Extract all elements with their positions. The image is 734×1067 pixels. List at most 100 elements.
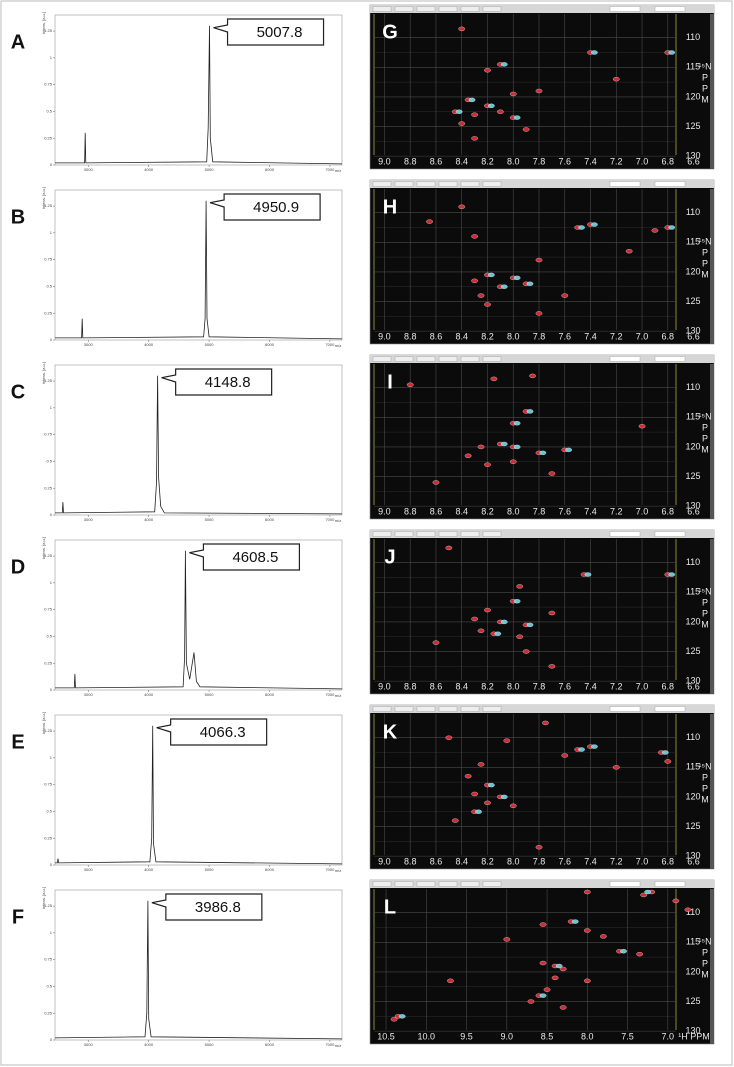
peak xyxy=(644,889,652,895)
panel-letter: G xyxy=(382,21,398,43)
x-tick-label: 8.0 xyxy=(507,506,520,516)
x-axis-label: ¹H PPM xyxy=(678,1031,710,1041)
toolbar-button xyxy=(438,706,458,712)
toolbar-field xyxy=(609,6,641,12)
plot-frame xyxy=(54,539,343,691)
peak xyxy=(548,664,556,669)
peak xyxy=(432,480,440,485)
x-tick-label: 5000 xyxy=(205,692,215,697)
peak xyxy=(600,934,607,939)
nmr-panel xyxy=(369,4,715,170)
peak xyxy=(494,631,502,636)
y-tick-label: 0 xyxy=(50,162,53,167)
y-tick-label: 120 xyxy=(685,966,700,976)
y-tick-label: 0.25 xyxy=(44,310,53,315)
x-tick-label: 7.2 xyxy=(610,506,623,516)
toolbar-button xyxy=(394,356,414,362)
x-tick-label: 8.0 xyxy=(507,331,520,341)
y-tick-label: 120 xyxy=(685,441,700,451)
peak xyxy=(477,444,485,450)
x-tick-label: 10.0 xyxy=(418,1031,436,1041)
peak xyxy=(500,62,508,67)
peak xyxy=(513,275,521,280)
x-tick-label: 5000 xyxy=(205,167,215,172)
peak xyxy=(497,109,504,114)
x-tick-label: 8.8 xyxy=(404,156,417,166)
scroll-bar xyxy=(710,189,714,344)
toolbar-button xyxy=(482,6,502,12)
x-tick-label: 3000 xyxy=(84,867,94,872)
x-tick-label: 8.8 xyxy=(404,331,417,341)
x-tick-label: 3000 xyxy=(84,167,94,172)
toolbar xyxy=(370,355,714,363)
nmr-panel xyxy=(369,704,715,870)
x-tick-label: 7.6 xyxy=(559,506,572,516)
toolbar-button xyxy=(416,881,436,887)
peak xyxy=(543,987,551,992)
x-tick-label: 6000 xyxy=(265,1042,275,1047)
toolbar-field xyxy=(654,356,686,362)
peak xyxy=(638,424,646,429)
peak xyxy=(578,225,585,230)
x-tick-label: 7000 xyxy=(325,167,335,172)
toolbar-button xyxy=(460,881,480,887)
peak xyxy=(542,720,549,726)
toolbar-field xyxy=(654,706,686,712)
peak xyxy=(445,735,453,740)
x-tick-label: 7.8 xyxy=(533,506,546,516)
y-tick-label: 0 xyxy=(50,862,53,867)
x-tick-label: 6.8 xyxy=(662,506,675,516)
toolbar-field xyxy=(609,706,641,712)
peak xyxy=(578,747,585,752)
y-tick-label: 0.25 xyxy=(44,135,53,140)
y-axis-label: Intens. [a.u.] xyxy=(41,712,46,734)
toolbar-button xyxy=(438,531,458,537)
y-tick-label: 0.75 xyxy=(44,607,53,612)
peak xyxy=(583,928,591,933)
peak-label: 4950.9 xyxy=(253,199,299,216)
peak xyxy=(471,234,478,239)
peak xyxy=(529,373,536,379)
x-tick-label: 8.8 xyxy=(404,681,417,691)
callout-box xyxy=(189,543,301,571)
y-axis-label: P xyxy=(702,598,708,608)
y-tick-label: 1 xyxy=(50,580,53,585)
y-tick-label: 1 xyxy=(50,55,53,60)
x-tick-label: 6.6 xyxy=(687,856,700,866)
peak xyxy=(500,794,508,800)
peak xyxy=(535,88,543,94)
x-tick-label: 8.4 xyxy=(455,681,468,691)
peak xyxy=(522,649,530,654)
peak xyxy=(668,572,676,577)
y-tick-label: 0.75 xyxy=(44,432,53,437)
peak xyxy=(583,978,591,983)
peak xyxy=(661,750,669,755)
x-tick-label: 9.5 xyxy=(460,1031,473,1041)
peak xyxy=(487,272,495,278)
peak xyxy=(458,121,466,126)
x-tick-label: 4000 xyxy=(144,692,154,697)
x-tick-label: 8.8 xyxy=(404,506,417,516)
y-tick-label: 0.5 xyxy=(46,983,52,988)
y-tick-label: 1.25 xyxy=(44,728,53,733)
x-tick-label: 8.0 xyxy=(507,156,520,166)
x-tick-label: 4000 xyxy=(144,517,154,522)
peak xyxy=(487,782,495,788)
y-tick-label: 0 xyxy=(50,512,53,517)
x-tick-label: 8.4 xyxy=(455,156,468,166)
x-tick-label: 4000 xyxy=(144,867,154,872)
x-tick-label: 7.0 xyxy=(636,856,649,866)
x-tick-label: 4000 xyxy=(144,1042,154,1047)
peak xyxy=(464,774,472,779)
y-axis-label: M xyxy=(701,270,709,280)
panel-letter: F xyxy=(12,906,24,928)
x-tick-label: 8.0 xyxy=(507,681,520,691)
y-axis-label: Intens. [a.u.] xyxy=(41,12,46,34)
panel-letter: H xyxy=(383,196,397,218)
y-tick-label: 115 xyxy=(686,237,700,247)
toolbar-button xyxy=(482,706,502,712)
x-tick-label: 7000 xyxy=(325,692,335,697)
peak xyxy=(548,471,556,476)
y-tick-label: 0.75 xyxy=(44,782,53,787)
